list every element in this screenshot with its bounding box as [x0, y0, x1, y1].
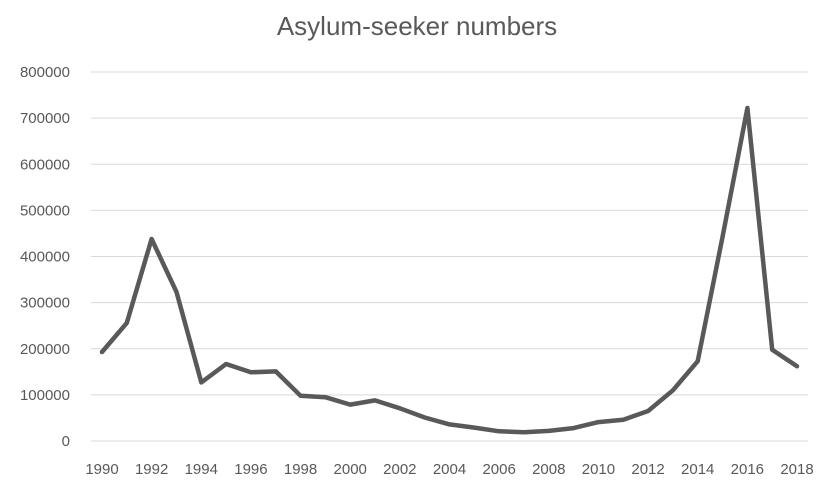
- data-point: [447, 422, 452, 427]
- data-point: [571, 426, 576, 431]
- gridlines: [91, 71, 808, 442]
- data-point: [497, 429, 502, 434]
- x-tick-label: 1992: [135, 461, 168, 478]
- x-tick-label: 2016: [731, 461, 764, 478]
- x-tick-label: 1994: [185, 461, 218, 478]
- x-tick-label: 2008: [532, 461, 565, 478]
- data-point: [670, 388, 675, 393]
- data-point: [199, 380, 204, 385]
- chart-title: Asylum-seeker numbers: [277, 11, 557, 41]
- data-point: [795, 364, 799, 369]
- data-point: [224, 362, 229, 366]
- data-point: [174, 290, 179, 294]
- y-tick-label: 400000: [20, 249, 70, 266]
- x-tick-label: 1996: [234, 461, 267, 478]
- x-tick-label: 2012: [631, 461, 664, 478]
- x-tick-label: 1998: [284, 461, 317, 478]
- x-tick-label: 1990: [85, 461, 118, 478]
- x-tick-label: 2014: [681, 461, 714, 478]
- y-tick-label: 700000: [20, 110, 70, 127]
- data-point: [397, 406, 402, 411]
- data-point: [298, 393, 303, 398]
- data-point: [522, 430, 526, 435]
- y-tick-label: 800000: [20, 64, 70, 81]
- data-point: [348, 402, 353, 407]
- data-point: [100, 350, 104, 354]
- data-point: [720, 235, 725, 240]
- data-point: [124, 320, 129, 325]
- data-point: [646, 409, 651, 413]
- y-tick-label: 500000: [20, 202, 70, 219]
- series-layer: [99, 105, 800, 435]
- x-tick-label: 2006: [482, 461, 515, 478]
- data-point: [621, 417, 626, 422]
- y-tick-label: 600000: [20, 156, 70, 173]
- x-tick-label: 2000: [334, 461, 367, 478]
- y-tick-label: 0: [62, 433, 70, 450]
- data-point: [373, 398, 377, 403]
- y-tick-label: 200000: [20, 341, 70, 358]
- data-point: [323, 395, 328, 400]
- data-point: [745, 106, 750, 110]
- data-point: [596, 420, 601, 425]
- data-point: [472, 425, 477, 430]
- data-point: [770, 347, 775, 352]
- x-tick-label: 2010: [582, 461, 615, 478]
- x-tick-label: 2004: [433, 461, 466, 478]
- data-point: [149, 237, 154, 241]
- data-point: [422, 415, 427, 420]
- x-tick-label: 2002: [383, 461, 416, 478]
- x-tick-label: 2018: [780, 461, 813, 478]
- data-point: [248, 370, 253, 375]
- data-point: [695, 359, 700, 364]
- data-point: [546, 428, 551, 433]
- series-line: [99, 105, 800, 435]
- data-point: [273, 369, 278, 374]
- x-axis-ticks: 1990 1992 1994 1996 1998 2000 2002 2004 2006 2008…: [85, 461, 813, 478]
- y-tick-label: 300000: [20, 295, 70, 312]
- y-tick-label: 100000: [20, 387, 70, 404]
- y-axis-ticks: 0 100000 200000 300000 400000 500000 600000 700…: [20, 64, 70, 450]
